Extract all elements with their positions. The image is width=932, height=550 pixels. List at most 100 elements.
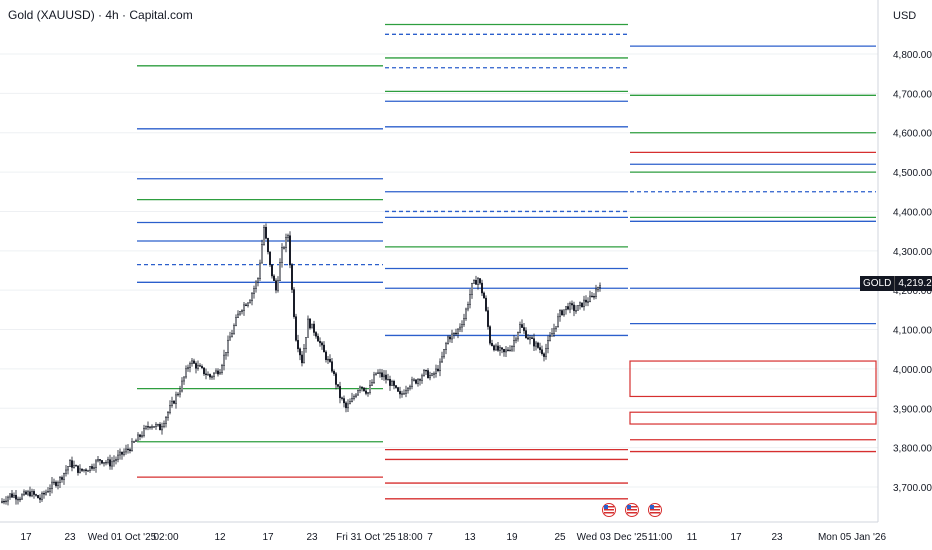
candle-body <box>515 338 517 341</box>
candle-body <box>23 491 25 496</box>
candle-body <box>277 280 279 291</box>
y-tick-label: 4,400.00 <box>893 207 932 218</box>
candle-body <box>545 348 547 357</box>
candle-body <box>261 244 263 264</box>
candle-body <box>593 296 595 298</box>
candle-body <box>103 462 105 464</box>
x-tick-label: 19 <box>506 532 518 543</box>
candle-body <box>413 379 415 381</box>
us-flag-icon[interactable] <box>602 500 616 520</box>
y-tick-label: 4,500.00 <box>893 168 932 179</box>
candle-body <box>89 466 91 471</box>
candle-body <box>559 310 561 318</box>
candle-body <box>87 470 89 472</box>
candle-body <box>487 310 489 327</box>
candle-body <box>339 386 341 399</box>
candle-body <box>301 354 303 364</box>
candle-body <box>557 316 559 327</box>
candle-body <box>577 305 579 311</box>
candle-body <box>173 400 175 404</box>
y-tick-label: 4,600.00 <box>893 129 932 140</box>
candle-body <box>267 238 269 253</box>
candle-body <box>219 372 221 375</box>
candle-body <box>45 491 47 495</box>
candle-body <box>543 353 545 357</box>
candle-body <box>581 302 583 308</box>
chart-grid <box>0 53 878 488</box>
currency-label[interactable]: USD <box>893 10 917 22</box>
candle-body <box>347 403 349 409</box>
candle-body <box>225 352 227 356</box>
candle-body <box>589 295 591 302</box>
us-flag-icon[interactable] <box>625 500 639 520</box>
candle-body <box>437 368 439 372</box>
candle-body <box>439 361 441 372</box>
candle-body <box>565 306 567 311</box>
candle-body <box>161 426 163 431</box>
candle-body <box>255 281 257 289</box>
candle-body <box>271 264 273 277</box>
candle-body <box>309 318 311 329</box>
x-tick-label: 12 <box>214 532 226 543</box>
candle-body <box>65 469 67 474</box>
candle-body <box>223 354 225 366</box>
candle-body <box>337 384 339 387</box>
candle-body <box>221 365 223 373</box>
candle-body <box>129 449 131 452</box>
candle-body <box>303 348 305 364</box>
candle-body <box>335 373 337 385</box>
candle-body <box>169 405 171 413</box>
candle-body <box>387 379 389 381</box>
candle-body <box>27 491 29 495</box>
candle-body <box>251 293 253 302</box>
candle-body <box>323 344 325 353</box>
x-tick-label: 23 <box>771 532 783 543</box>
candle-body <box>591 295 593 298</box>
candle-body <box>367 392 369 394</box>
candle-body <box>187 367 189 370</box>
candle-body <box>513 340 515 347</box>
candle-body <box>237 313 239 318</box>
candle-body <box>509 349 511 352</box>
candle-body <box>297 340 299 350</box>
candle-body <box>285 237 287 248</box>
candle-body <box>349 401 351 405</box>
candle-body <box>561 310 563 316</box>
candle-body <box>145 426 147 429</box>
candle-body <box>553 328 555 334</box>
candle-body <box>95 460 97 468</box>
x-tick-label: 13 <box>464 532 476 543</box>
candle-body <box>423 369 425 377</box>
candle-body <box>549 335 551 341</box>
candle-body <box>5 500 7 503</box>
us-flag-icon[interactable] <box>648 500 662 520</box>
candle-body <box>13 494 15 498</box>
candle-body <box>431 373 433 376</box>
candle-body <box>511 346 513 351</box>
candle-body <box>275 280 277 291</box>
candle-body <box>373 374 375 383</box>
candle-body <box>571 303 573 306</box>
x-tick-label: Wed 01 Oct '25 <box>88 532 157 543</box>
candle-body <box>299 348 301 356</box>
candle-body <box>541 349 543 354</box>
candle-body <box>353 396 355 399</box>
candle-body <box>21 494 23 500</box>
candle-body <box>363 387 365 392</box>
candle-body <box>9 493 11 498</box>
candle-body <box>131 441 133 452</box>
candle-body <box>465 308 467 319</box>
x-tick-label: 18:00 <box>397 532 422 543</box>
candle-body <box>51 481 53 489</box>
candle-body <box>503 348 505 353</box>
candle-body <box>193 360 195 364</box>
candle-body <box>419 379 421 381</box>
candle-body <box>125 448 127 453</box>
candle-body <box>215 370 217 374</box>
candle-body <box>355 394 357 397</box>
candle-body <box>467 304 469 310</box>
candle-body <box>517 332 519 340</box>
chart-title: Gold (XAUUSD) · 4h · Capital.com <box>8 8 193 22</box>
y-tick-label: 4,100.00 <box>893 326 932 337</box>
